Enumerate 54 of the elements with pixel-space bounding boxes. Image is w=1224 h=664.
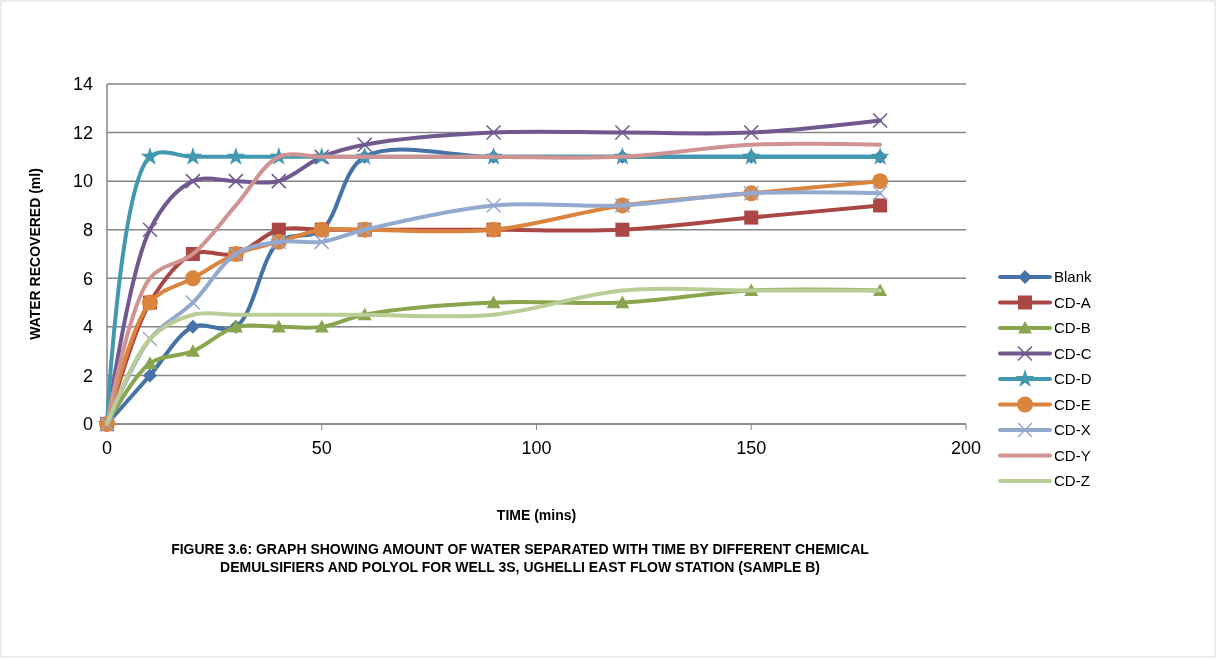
y-tick-label: 6 (82, 268, 93, 289)
point (271, 319, 286, 333)
point (356, 136, 373, 153)
legend-label: CD-B (1054, 319, 1091, 337)
point (615, 222, 630, 237)
point (185, 173, 201, 189)
x-tick-label: 200 (950, 438, 982, 458)
point (485, 124, 502, 141)
x-tick-label: 150 (736, 438, 767, 458)
point (142, 221, 158, 238)
point (271, 173, 287, 189)
legend-label: CD-C (1054, 344, 1092, 362)
legend-label: Blank (1054, 268, 1093, 286)
y-tick-label: 4 (82, 317, 93, 338)
point (184, 270, 201, 287)
point (183, 146, 203, 165)
x-axis-title: TIME (mins) (496, 507, 577, 523)
point (872, 112, 888, 129)
point (872, 185, 888, 202)
caption: FIGURE 3.6: GRAPH SHOWING AMOUNT OF WATER SEPARATED WITH TIME BY DIFFERENT CHEMICAL DEMULSIFIERS AND POLYOL FOR WELL 3S, UGHELLI EAST FLOW STATION (SAMPLE B) (171, 541, 870, 575)
point (226, 146, 246, 165)
point (614, 124, 631, 141)
point (140, 146, 160, 165)
point (228, 173, 244, 189)
point (142, 368, 157, 383)
legend-label: CD-A (1054, 293, 1091, 311)
x-tick-label: 50 (311, 438, 332, 458)
point (744, 210, 759, 225)
y-tick-label: 0 (82, 414, 93, 435)
point (185, 294, 201, 311)
point (486, 295, 501, 309)
legend-label: CD-D (1054, 370, 1092, 388)
point (873, 198, 888, 213)
legend-label: CD-Y (1054, 446, 1091, 464)
point (743, 124, 759, 141)
point (142, 356, 157, 369)
point (185, 319, 200, 334)
x-tick-label: 100 (521, 438, 552, 458)
point (314, 319, 329, 333)
y-tick-label: 8 (82, 220, 93, 241)
y-tick-label: 14 (72, 74, 93, 95)
legend-label: CD-E (1054, 395, 1091, 413)
point (485, 197, 502, 214)
x-tick-label: 0 (101, 438, 113, 458)
point (872, 173, 889, 190)
y-axis-title: WATER RECOVERED (ml) (27, 168, 43, 340)
legend-label: CD-Z (1054, 472, 1090, 490)
point (314, 234, 330, 250)
y-tick-label: 10 (72, 171, 93, 192)
legend-label: CD-X (1054, 421, 1091, 439)
point (615, 295, 630, 309)
y-tick-label: 12 (72, 122, 93, 143)
point (185, 344, 200, 357)
y-tick-label: 2 (82, 365, 93, 386)
